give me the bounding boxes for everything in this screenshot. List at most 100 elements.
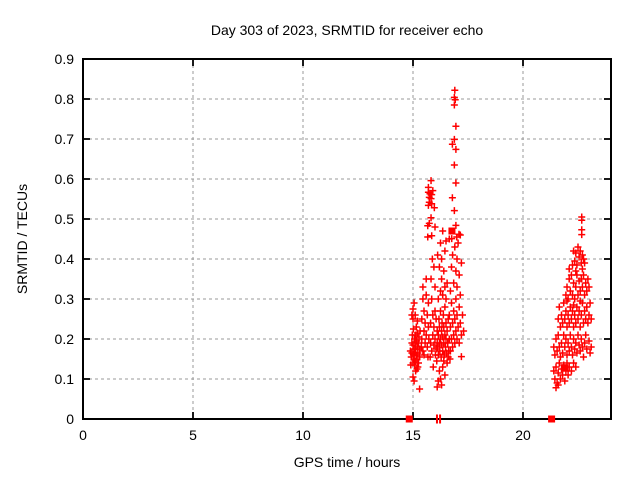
data-point-plus [451, 315, 459, 323]
data-point-plus [570, 323, 578, 331]
data-point-plus [565, 347, 573, 355]
data-point-plus [552, 363, 560, 371]
data-point-plus [578, 283, 586, 291]
data-point-plus [587, 343, 595, 351]
data-point-plus [569, 307, 576, 315]
data-point-plus [572, 319, 580, 327]
data-point-plus [441, 303, 449, 311]
data-point-plus [440, 267, 448, 275]
data-point-plus [455, 339, 463, 347]
data-point-plus [457, 259, 465, 267]
data-point-plus [414, 349, 422, 357]
gridlines [83, 59, 611, 419]
data-point-plus [448, 140, 456, 148]
data-point-plus [580, 255, 587, 263]
data-point-plus [430, 204, 438, 212]
data-point-plus [585, 337, 593, 345]
data-point-plus [437, 307, 444, 315]
data-point-plus [434, 343, 442, 351]
tick-marks [82, 58, 611, 420]
data-point-plus [440, 357, 448, 365]
data-point-plus [580, 353, 587, 361]
data-point-plus [439, 347, 447, 355]
data-point-plus [418, 315, 426, 323]
data-point-plus [581, 339, 589, 347]
data-point-plus [434, 295, 442, 303]
data-point-plus [573, 271, 581, 279]
data-point-plus [448, 263, 455, 271]
data-point-plus [431, 283, 439, 291]
data-point-plus [417, 343, 425, 351]
data-point-plus [567, 367, 575, 375]
data-point-plus [570, 359, 578, 367]
data-point-plus [586, 299, 594, 307]
data-point-plus [454, 239, 462, 247]
data-point-plus [455, 271, 463, 279]
data-point-plus [583, 303, 591, 311]
y-tick-label: 0.8 [55, 91, 75, 107]
series-baseline-tick-marks [435, 414, 442, 424]
data-point-plus [413, 365, 421, 373]
data-point-plus [450, 135, 458, 143]
data-point-square [561, 364, 569, 372]
data-point-plus [409, 373, 417, 381]
data-point-plus [450, 101, 458, 109]
data-point-plus [425, 335, 433, 343]
data-point-plus [556, 353, 564, 361]
data-point-plus [428, 347, 436, 355]
data-point-plus [456, 319, 464, 327]
data-point-plus [409, 305, 417, 313]
data-point-plus [561, 343, 569, 351]
data-point-plus [585, 311, 593, 319]
y-tick-label: 0.9 [55, 51, 75, 67]
data-point-plus [443, 327, 451, 335]
data-point-plus [571, 311, 579, 319]
data-point-plus [554, 369, 562, 377]
data-point-plus [428, 255, 436, 263]
data-point-plus [424, 299, 432, 307]
data-point-plus [450, 307, 458, 315]
data-point-plus [571, 257, 579, 265]
data-point-plus [574, 291, 582, 299]
data-point-plus [555, 303, 563, 311]
x-tick-label: 5 [189, 427, 197, 443]
data-point-plus [428, 232, 436, 240]
data-point-plus [427, 214, 435, 222]
data-point-plus [572, 363, 580, 371]
y-tick-label: 0.5 [55, 211, 75, 227]
data-point-plus [582, 279, 590, 287]
data-point-plus [564, 339, 572, 347]
data-point-plus [416, 353, 424, 361]
data-point-plus [446, 355, 454, 363]
data-point-plus [586, 349, 594, 357]
data-point-plus [452, 122, 460, 130]
data-point-plus [574, 315, 582, 323]
data-point-plus [585, 283, 593, 291]
x-tick-label: 20 [515, 427, 531, 443]
data-point-plus [562, 307, 570, 315]
data-point-plus [569, 351, 576, 359]
data-point-plus [456, 231, 464, 239]
data-point-plus [452, 267, 460, 275]
data-point-plus [577, 335, 585, 343]
data-point-plus [449, 319, 457, 327]
data-point-plus [563, 283, 571, 291]
y-tick-label: 0 [66, 411, 74, 427]
data-point-plus [409, 315, 417, 323]
data-point-plus [577, 311, 585, 319]
data-point-plus [450, 207, 458, 215]
data-point-plus [581, 259, 589, 267]
data-point-plus [559, 349, 567, 357]
data-point-plus [422, 291, 430, 299]
series-srmtid-square [405, 227, 569, 423]
data-point-plus [576, 297, 584, 305]
data-point-plus [427, 319, 435, 327]
data-point-plus [457, 331, 465, 339]
y-tick-label: 0.7 [55, 131, 75, 147]
x-tick-label: 15 [405, 427, 421, 443]
data-point-plus [457, 353, 465, 361]
data-point-plus [416, 385, 424, 393]
data-point-plus [570, 301, 578, 309]
data-point-plus [438, 275, 446, 283]
